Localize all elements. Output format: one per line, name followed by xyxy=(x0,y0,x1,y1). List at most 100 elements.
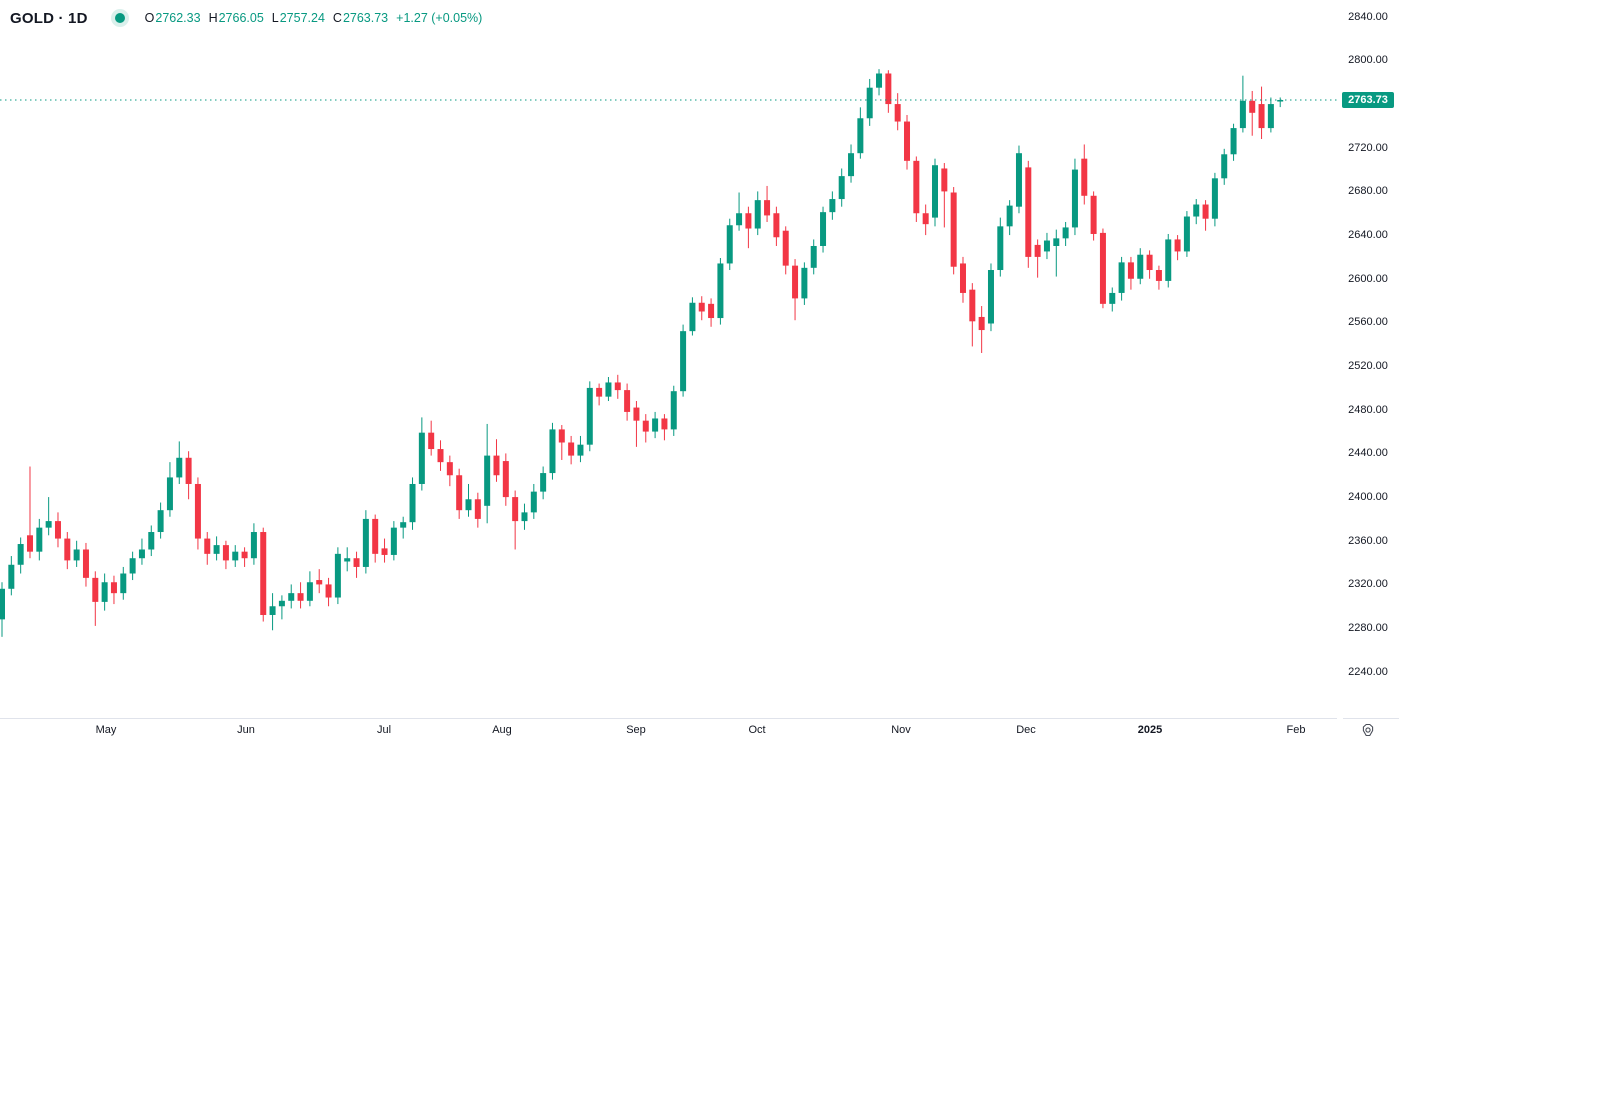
price-axis-label: 2560.00 xyxy=(1348,316,1388,329)
ohlc-value: 2763.73 xyxy=(342,11,389,25)
time-axis-label: Sep xyxy=(626,724,646,736)
candle xyxy=(698,296,705,321)
candle xyxy=(260,527,267,622)
candle xyxy=(400,516,407,539)
candle xyxy=(288,584,295,609)
candle xyxy=(36,518,43,561)
candle xyxy=(1165,233,1172,288)
candle xyxy=(1006,200,1013,236)
price-axis-label: 2800.00 xyxy=(1348,54,1388,67)
candle xyxy=(390,521,397,561)
candle xyxy=(1277,97,1284,108)
candle xyxy=(166,462,173,517)
candle xyxy=(586,381,593,452)
candle xyxy=(372,514,379,563)
candle xyxy=(950,187,957,275)
candle xyxy=(596,383,603,406)
candle xyxy=(157,502,164,539)
price-axis-label: 2600.00 xyxy=(1348,272,1388,285)
candle xyxy=(325,577,332,607)
candle xyxy=(782,226,789,275)
candle xyxy=(1081,144,1088,205)
chart-legend: GOLD · 1D O 2762.33 H 2766.05 L 2757.24 C 2763.… xyxy=(10,6,482,30)
ohlc-value: 2766.05 xyxy=(218,11,264,25)
candle xyxy=(120,566,127,600)
time-axis-label: Jul xyxy=(376,724,392,736)
candle xyxy=(1174,235,1181,261)
candle xyxy=(549,422,556,480)
candle xyxy=(8,556,15,596)
candle xyxy=(876,69,883,96)
candle xyxy=(959,256,966,303)
candle xyxy=(45,497,52,536)
candle xyxy=(848,144,855,183)
ohlc-readout: O 2762.33 H 2766.05 L 2757.24 C 2763.73 +1.27 (+… xyxy=(145,11,483,25)
candlestick-chart[interactable] xyxy=(0,0,1400,746)
candle xyxy=(353,551,360,578)
candle xyxy=(297,582,304,609)
candle xyxy=(316,569,323,594)
candle xyxy=(334,547,341,605)
candle xyxy=(614,374,621,399)
price-axis-label: 2320.00 xyxy=(1348,578,1388,591)
candle xyxy=(689,297,696,336)
candle xyxy=(838,168,845,207)
candle xyxy=(502,453,509,506)
candle xyxy=(801,262,808,305)
ohlc-key: L xyxy=(271,11,279,25)
candle xyxy=(1025,160,1032,268)
candle xyxy=(1053,229,1060,277)
candle xyxy=(1258,86,1265,139)
candle xyxy=(456,468,463,519)
time-axis[interactable]: May Jun Jul Aug Sep Oct Nov Dec 2025 Feb xyxy=(0,719,1337,745)
price-axis[interactable]: 2840.00 2800.00 2720.00 2680.00 2640.00 2600.… xyxy=(1337,0,1399,718)
candle xyxy=(493,439,500,482)
candle xyxy=(810,239,817,275)
candle xyxy=(185,451,192,500)
candle xyxy=(0,582,5,637)
symbol-title[interactable]: GOLD · 1D xyxy=(10,9,88,27)
candle xyxy=(922,204,929,236)
candle xyxy=(820,206,827,253)
candle xyxy=(1155,265,1162,290)
candle xyxy=(530,483,537,519)
candle xyxy=(474,492,481,528)
time-axis-label: 2025 xyxy=(1137,724,1163,736)
candle xyxy=(540,466,547,500)
candle xyxy=(717,258,724,325)
candle xyxy=(241,547,248,567)
candle xyxy=(969,283,976,347)
candle xyxy=(194,477,201,550)
candle xyxy=(661,414,668,441)
candle xyxy=(1062,221,1069,246)
candle xyxy=(17,537,24,574)
candle xyxy=(381,538,388,563)
candle xyxy=(232,545,239,567)
candle xyxy=(652,411,659,439)
candle xyxy=(204,532,211,565)
candle xyxy=(857,107,864,159)
price-axis-label: 2400.00 xyxy=(1348,491,1388,504)
candle xyxy=(1099,228,1106,309)
candle xyxy=(773,206,780,246)
price-axis-label: 2480.00 xyxy=(1348,403,1388,416)
candle xyxy=(213,536,220,561)
candle xyxy=(1090,191,1097,241)
price-axis-label: 2680.00 xyxy=(1348,185,1388,198)
candle xyxy=(521,503,528,530)
candle xyxy=(362,510,369,574)
candle xyxy=(1221,148,1228,185)
time-axis-label: Oct xyxy=(748,724,766,736)
candle xyxy=(708,298,715,327)
candle xyxy=(1109,287,1116,312)
candle xyxy=(745,206,752,249)
axis-settings-button[interactable] xyxy=(1359,721,1377,739)
candle xyxy=(54,512,61,548)
candle xyxy=(428,420,435,456)
candle xyxy=(92,571,99,626)
ohlc-value: 2757.24 xyxy=(279,11,325,25)
candle xyxy=(1202,200,1209,231)
candle xyxy=(73,540,80,567)
candle xyxy=(1034,239,1041,278)
